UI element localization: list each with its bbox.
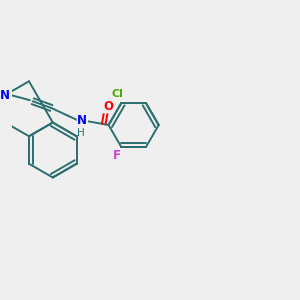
Text: O: O	[103, 100, 113, 113]
Text: N: N	[77, 115, 87, 128]
Text: F: F	[113, 149, 121, 162]
Text: Cl: Cl	[111, 89, 123, 99]
Text: N: N	[0, 88, 10, 101]
Text: H: H	[77, 128, 85, 138]
